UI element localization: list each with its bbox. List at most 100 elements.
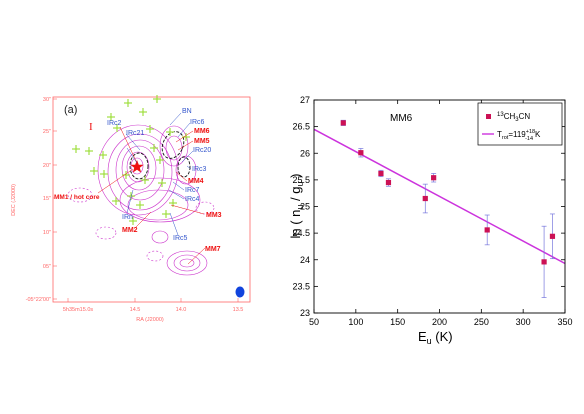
leader [134, 211, 152, 229]
label-mm3: MM3 [206, 212, 222, 219]
label-irc3: IRc3 [192, 166, 207, 173]
contour [159, 125, 189, 167]
y-tick-label: 23 [300, 308, 310, 318]
contour [115, 139, 165, 201]
x-tick-label: 200 [432, 317, 447, 327]
point-marker [378, 170, 384, 177]
ir-cross-icon [129, 217, 137, 225]
label-irc20: IRc20 [193, 147, 211, 154]
beam-icon [235, 286, 245, 298]
x-axis-title: Eu (K) [418, 329, 453, 346]
leader [175, 130, 194, 143]
data-point [378, 169, 384, 178]
negative-contours [67, 187, 215, 262]
fit-layer [313, 128, 566, 265]
data-point [358, 148, 364, 158]
x-tick-label: 300 [516, 317, 531, 327]
contour [127, 189, 189, 221]
right-panel: 50 100 150 200 250 300 350 2323.52424.52525.52… [288, 95, 573, 346]
contour [97, 124, 179, 216]
leader [170, 204, 205, 215]
data-point [385, 178, 392, 187]
dec-tick: 15" [43, 196, 51, 202]
label-mm6: MM6 [194, 128, 210, 135]
legend: 13CH3CN Trot=119+18 -14 K [477, 102, 563, 146]
y-tick-label: 25 [300, 202, 310, 212]
x-axis: 50 100 150 200 250 300 350 [309, 100, 573, 327]
label-mm1: MM1 / hot core [54, 194, 100, 201]
point-marker [431, 175, 437, 181]
contour-dashed [146, 250, 164, 262]
contour [165, 135, 183, 161]
marker-I-label: I [89, 121, 93, 133]
data-point [422, 183, 428, 214]
contour [179, 258, 195, 268]
ir-cross-icon [162, 210, 170, 218]
contour [175, 155, 197, 185]
ir-cross-icon [127, 192, 135, 200]
data-point [431, 173, 437, 183]
leader [126, 189, 134, 214]
x-tick-label: 100 [348, 317, 363, 327]
map-frame [52, 96, 251, 303]
ir-cross-icon [139, 108, 147, 116]
x-tick-label: 350 [557, 317, 572, 327]
point-marker [549, 233, 556, 239]
map-axis-labels: 30" 25" 20" 15" 10" 05" -05°22'00" [26, 97, 51, 303]
label-irc21: IRc21 [126, 130, 144, 137]
leader [177, 140, 194, 151]
y-tick-label: 24 [300, 255, 310, 265]
ra-tick: 5h35m15.0s [63, 307, 94, 313]
label-irc4: IRc4 [185, 196, 200, 203]
ra-tick: 14.5 [130, 307, 141, 313]
ir-cross-icon [122, 171, 130, 179]
contour [166, 250, 208, 276]
x-tick-label: 50 [309, 317, 319, 327]
leader [187, 247, 206, 265]
leader [119, 126, 138, 164]
ra-axis-title: RA (J2000) [136, 317, 164, 323]
contour [121, 145, 157, 191]
x-axis-sub: u [427, 336, 432, 346]
ra-axis-labels: 5h35m15.0s 14.5 14.0 13.5 [63, 307, 244, 313]
data-point [340, 119, 346, 126]
ellipse-mm1 [129, 152, 149, 180]
contour [173, 254, 201, 272]
source-ellipses [129, 131, 191, 180]
y-tick-label: 25.5 [292, 175, 310, 185]
map-axis-ticks [53, 98, 239, 302]
ir-crosses [72, 95, 190, 225]
panel-label: (a) [64, 104, 77, 116]
label-mm5: MM5 [194, 138, 210, 145]
ir-cross-icon [141, 176, 149, 184]
data-point [484, 214, 490, 246]
hot-core-star-icon [130, 160, 144, 173]
ir-cross-icon [158, 179, 166, 187]
dec-tick: 20" [43, 163, 51, 169]
left-panel: (a) I BN IRc2 IRc21 IRc6 IRc20 IRc3 IRc7… [11, 95, 251, 323]
y-axis-title: ln ( nu / gu ) [288, 174, 305, 239]
ir-cross-icon [90, 167, 98, 175]
y-tick-label: 23.5 [292, 281, 310, 291]
ir-cross-icon [153, 95, 161, 103]
dec-tick: 30" [43, 97, 51, 103]
ellipse-irc3 [177, 156, 191, 178]
dec-tick: 10" [43, 230, 51, 236]
point-marker [340, 120, 346, 126]
y-tick-label: 26 [300, 148, 310, 158]
point-marker [484, 227, 490, 233]
leader [97, 168, 134, 194]
ir-cross-icon [146, 125, 154, 133]
legend-label-13ch3cn: 13CH3CN [497, 112, 530, 123]
ir-cross-icon [136, 201, 144, 209]
dec-tick: 25" [43, 129, 51, 135]
ir-cross-icon [107, 113, 115, 121]
red-labels: MM6 MM5 MM4 MM1 / hot core MM3 MM2 MM7 [54, 128, 222, 253]
ir-cross-icon [156, 156, 164, 164]
leader [168, 189, 185, 200]
contour [130, 157, 144, 175]
point-marker [385, 179, 392, 186]
label-leaders [97, 112, 206, 265]
ir-cross-icon [150, 144, 158, 152]
